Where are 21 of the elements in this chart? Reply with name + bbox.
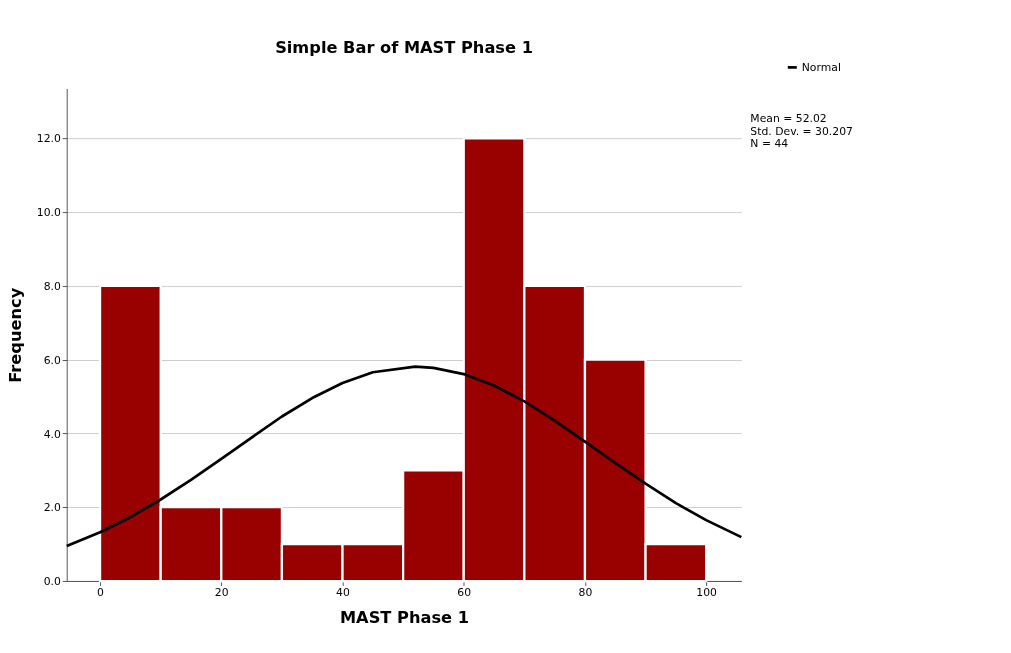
y-tick-label: 12.0 [36, 132, 61, 146]
y-tick-label: 8.0 [43, 279, 61, 293]
x-axis-title: MAST Phase 1 [339, 607, 470, 627]
line-series [65, 365, 743, 548]
x-tick-label: 80 [578, 585, 593, 599]
x-tick-label: 0 [97, 585, 105, 599]
y-tick-label: 4.0 [43, 427, 61, 441]
y-axis-title: Frequency [5, 287, 25, 383]
text: N = 44 [750, 137, 789, 151]
text: Std. Dev. = 30.207 [750, 124, 853, 138]
x-tick-label: 60 [457, 585, 472, 599]
y-tick-label: 6.0 [43, 353, 61, 367]
x-tick-label: 20 [214, 585, 229, 599]
legend-label: Normal [801, 61, 841, 75]
x-tick-label: 40 [336, 585, 350, 599]
y-tick-label: 0.0 [43, 575, 61, 589]
text: Mean = 52.02 [750, 111, 827, 125]
x-tick-label: 100 [696, 585, 718, 599]
y-tick-label: 10.0 [36, 206, 61, 220]
y-tick-label: 2.0 [43, 501, 61, 515]
chart-title: Simple Bar of MAST Phase 1 [275, 37, 533, 57]
